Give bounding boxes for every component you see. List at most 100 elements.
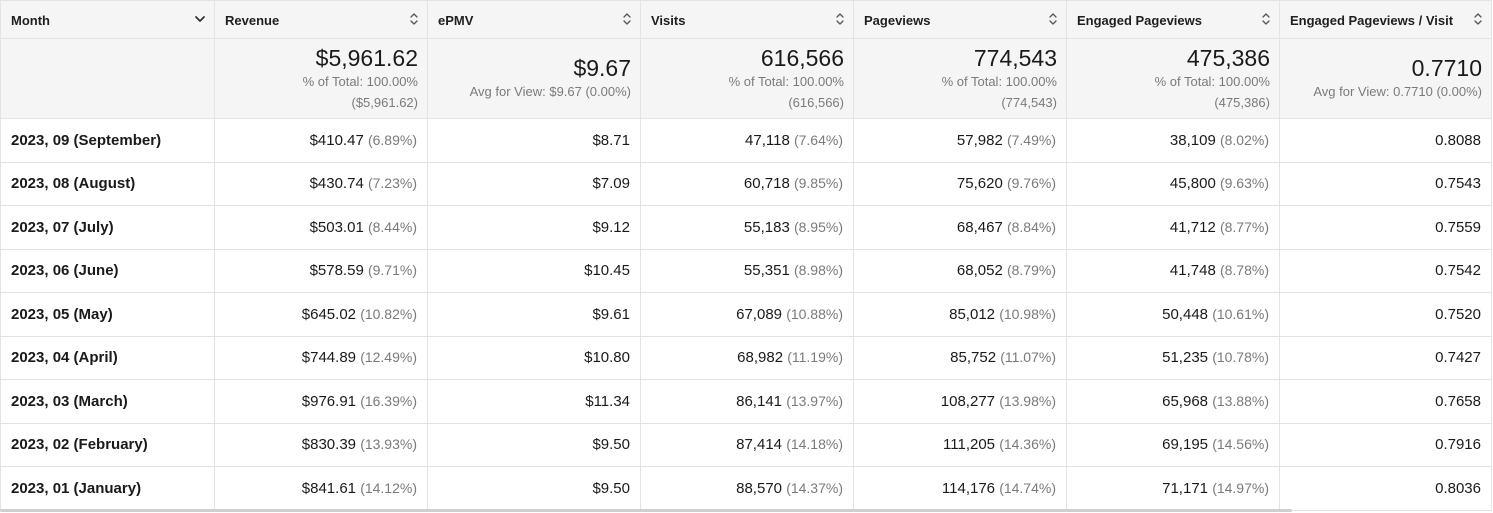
engaged-pageviews-per-visit-cell: 0.7542: [1279, 249, 1492, 293]
column-header-engaged-pageviews[interactable]: Engaged Pageviews: [1066, 0, 1280, 39]
cell-value: 47,118: [745, 131, 790, 149]
column-header-visits[interactable]: Visits: [640, 0, 854, 39]
percent-of-total: (16.39%): [360, 392, 417, 409]
month-cell: 2023, 09 (September): [0, 118, 215, 163]
engaged-pageviews-cell: 41,748 (8.78%): [1066, 249, 1280, 293]
column-header-revenue[interactable]: Revenue: [214, 0, 428, 39]
horizontal-scrollbar[interactable]: [0, 509, 1292, 512]
summary-note: Avg for View: 0.7710 (0.00%): [1313, 84, 1482, 99]
revenue-cell: $578.59 (9.71%): [214, 249, 428, 293]
cell-value: 69,195: [1162, 436, 1209, 454]
engaged-pageviews-per-visit-cell: 0.7658: [1279, 379, 1492, 424]
chevron-down-icon[interactable]: [194, 13, 206, 25]
engaged-pageviews-per-visit-cell: 0.7916: [1279, 423, 1492, 467]
summary-value: 0.7710: [1411, 55, 1482, 81]
cell-value: 86,141: [736, 392, 783, 410]
epmv-cell: $7.09: [427, 162, 641, 206]
pageviews-cell: 114,176 (14.74%): [853, 466, 1067, 511]
sort-icon[interactable]: [622, 11, 632, 27]
table-row[interactable]: 2023, 02 (February) $830.39 (13.93%) $9.50…: [0, 423, 1492, 467]
epmv-cell: $9.61: [427, 292, 641, 337]
revenue-cell: $410.47 (6.89%): [214, 118, 428, 163]
table-row[interactable]: 2023, 05 (May) $645.02 (10.82%) $9.61 67,08…: [0, 292, 1492, 337]
cell-value: $976.91: [301, 392, 357, 410]
engaged-pageviews-cell: 50,448 (10.61%): [1066, 292, 1280, 337]
pageviews-cell: 108,277 (13.98%): [853, 379, 1067, 424]
summary-value: 475,386: [1186, 44, 1270, 71]
summary-note: % of Total: 100.00%: [728, 73, 844, 89]
cell-value: 2023, 04 (April): [11, 349, 118, 367]
engaged-pageviews-cell: 71,171 (14.97%): [1066, 466, 1280, 511]
column-header-month[interactable]: Month: [0, 0, 215, 39]
epmv-cell: $10.80: [427, 336, 641, 380]
visits-cell: 88,570 (14.37%): [640, 466, 854, 511]
cell-value: 0.7520: [1435, 305, 1481, 323]
engaged-pageviews-cell: 38,109 (8.02%): [1066, 118, 1280, 163]
cell-value: $10.45: [584, 262, 630, 280]
table-row[interactable]: 2023, 04 (April) $744.89 (12.49%) $10.80 68…: [0, 336, 1492, 380]
cell-value: $9.50: [592, 479, 630, 497]
summary-value: 616,566: [760, 44, 844, 71]
cell-value: $11.34: [585, 392, 630, 410]
summary-cell-month: [0, 38, 215, 119]
table-row[interactable]: 2023, 01 (January) $841.61 (14.12%) $9.50 8…: [0, 466, 1492, 511]
cell-value: 0.7658: [1435, 392, 1481, 410]
cell-value: 68,467: [956, 218, 1003, 236]
revenue-cell: $744.89 (12.49%): [214, 336, 428, 380]
engaged-pageviews-per-visit-cell: 0.7559: [1279, 205, 1492, 250]
percent-of-total: (8.95%): [793, 218, 843, 235]
engaged-pageviews-cell: 69,195 (14.56%): [1066, 423, 1280, 467]
cell-value: 2023, 02 (February): [11, 436, 148, 454]
pageviews-cell: 85,012 (10.98%): [853, 292, 1067, 337]
percent-of-total: (14.36%): [999, 436, 1056, 453]
month-cell: 2023, 04 (April): [0, 336, 215, 380]
column-header-label: Pageviews: [864, 12, 931, 28]
column-header-engaged-pageviews-per-visit[interactable]: Engaged Pageviews / Visit: [1279, 0, 1492, 39]
sort-icon[interactable]: [1473, 11, 1483, 27]
cell-value: 0.8088: [1435, 131, 1481, 149]
summary-note: % of Total: 100.00%: [941, 73, 1057, 89]
percent-of-total: (9.76%): [1006, 175, 1056, 192]
percent-of-total: (10.98%): [999, 305, 1056, 322]
table-row[interactable]: 2023, 06 (June) $578.59 (9.71%) $10.45 55,3…: [0, 249, 1492, 293]
percent-of-total: (14.97%): [1212, 479, 1269, 496]
cell-value: 0.7542: [1435, 262, 1481, 280]
cell-value: 2023, 09 (September): [11, 131, 162, 149]
summary-note: % of Total: 100.00%: [1154, 73, 1270, 89]
summary-note: % of Total: 100.00%: [302, 73, 418, 89]
cell-value: $841.61: [301, 479, 357, 497]
epmv-cell: $10.45: [427, 249, 641, 293]
month-cell: 2023, 07 (July): [0, 205, 215, 250]
pageviews-cell: 85,752 (11.07%): [853, 336, 1067, 380]
table-row[interactable]: 2023, 03 (March) $976.91 (16.39%) $11.34 86…: [0, 379, 1492, 424]
summary-note: (475,386): [1214, 94, 1270, 110]
summary-note: Avg for View: $9.67 (0.00%): [469, 84, 631, 99]
engaged-pageviews-per-visit-cell: 0.7543: [1279, 162, 1492, 206]
percent-of-total: (6.89%): [367, 131, 417, 148]
cell-value: 38,109: [1169, 131, 1216, 149]
sort-icon[interactable]: [1261, 11, 1271, 27]
visits-cell: 67,089 (10.88%): [640, 292, 854, 337]
cell-value: 2023, 03 (March): [11, 392, 128, 410]
cell-value: 111,205: [943, 436, 996, 454]
table-row[interactable]: 2023, 09 (September) $410.47 (6.89%) $8.71…: [0, 118, 1492, 163]
summary-note: ($5,961.62): [351, 94, 419, 110]
sort-icon[interactable]: [835, 11, 845, 27]
cell-value: 51,235: [1162, 349, 1209, 367]
sort-icon[interactable]: [409, 11, 419, 27]
month-cell: 2023, 06 (June): [0, 249, 215, 293]
table-row[interactable]: 2023, 08 (August) $430.74 (7.23%) $7.09 60,…: [0, 162, 1492, 206]
column-header-epmv[interactable]: ePMV: [427, 0, 641, 39]
pageviews-cell: 111,205 (14.36%): [853, 423, 1067, 467]
cell-value: 0.7543: [1435, 175, 1481, 193]
percent-of-total: (14.74%): [999, 479, 1056, 496]
table-row[interactable]: 2023, 07 (July) $503.01 (8.44%) $9.12 55,18…: [0, 205, 1492, 250]
column-header-pageviews[interactable]: Pageviews: [853, 0, 1067, 39]
percent-of-total: (8.77%): [1219, 218, 1269, 235]
revenue-cell: $830.39 (13.93%): [214, 423, 428, 467]
sort-icon[interactable]: [1048, 11, 1058, 27]
cell-value: 45,800: [1169, 175, 1216, 193]
cell-value: 57,982: [956, 131, 1003, 149]
epmv-cell: $8.71: [427, 118, 641, 163]
percent-of-total: (10.78%): [1212, 349, 1269, 366]
